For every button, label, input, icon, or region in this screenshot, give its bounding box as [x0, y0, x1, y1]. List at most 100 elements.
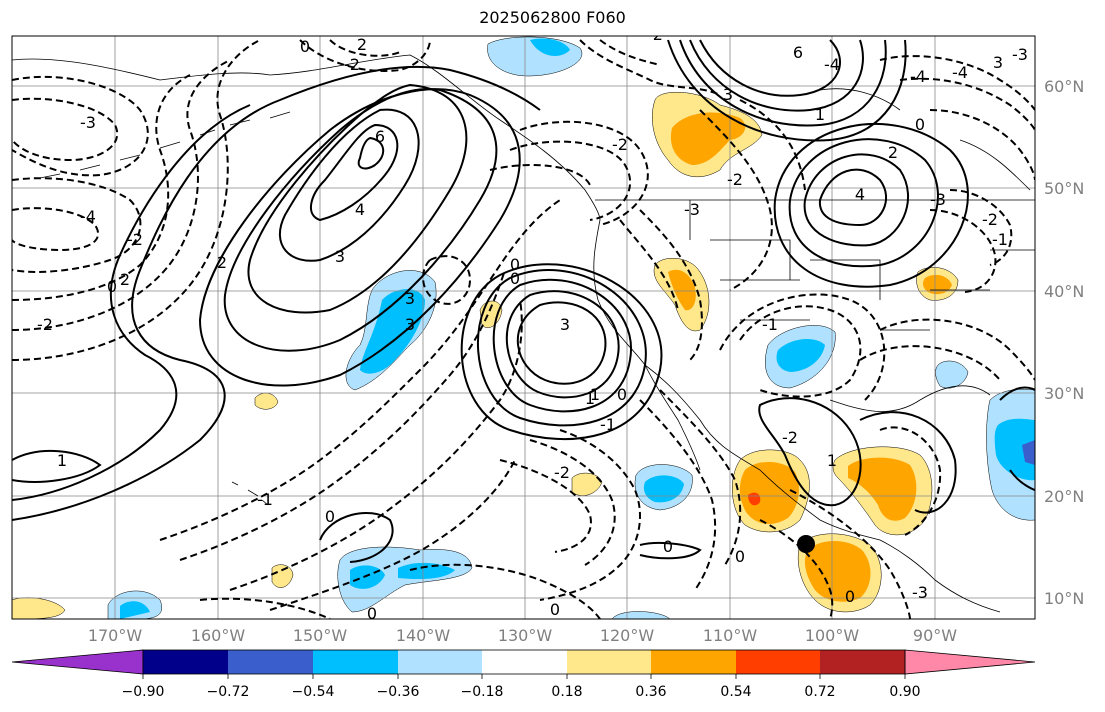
trough-contour	[159, 199, 561, 541]
contour-label: 0	[300, 37, 310, 56]
trough-contour	[509, 140, 631, 221]
trough-contour	[899, 77, 1035, 131]
east-contour	[773, 122, 969, 288]
contour-label: 2	[888, 143, 898, 162]
east-contour	[689, 39, 864, 112]
trough-contour	[12, 177, 142, 273]
contour-label: -4	[910, 67, 926, 86]
trough-contour	[929, 209, 997, 293]
trough-contour	[12, 75, 149, 177]
ridge-contour	[12, 449, 102, 483]
contour-label: 1	[827, 451, 837, 470]
lon-label: 120°W	[599, 626, 655, 645]
contour-label: -3	[684, 200, 700, 219]
trough-contour	[269, 459, 516, 611]
colorbar-segment	[313, 650, 398, 674]
us-states	[689, 200, 1035, 331]
contour-label: 4	[855, 185, 865, 204]
lat-label: 30°N	[1044, 384, 1085, 403]
lat-label: 60°N	[1044, 77, 1085, 96]
east-contour	[818, 168, 887, 227]
lat-label: 50°N	[1044, 179, 1085, 198]
positive-anomaly-region	[923, 274, 952, 295]
ridge-contour	[198, 88, 521, 387]
trough-contour	[329, 39, 401, 57]
contour-label: 1	[815, 105, 825, 124]
trough-contour	[879, 318, 1035, 381]
contour-label: -3	[1012, 45, 1028, 64]
colorbar-segment	[228, 650, 313, 674]
lat-label: 20°N	[1044, 487, 1085, 506]
trough-contour	[489, 164, 591, 186]
east-contour	[667, 39, 907, 142]
positive-anomaly-region	[848, 457, 917, 521]
contour-label: 0	[550, 600, 560, 619]
contour-label: -2	[612, 135, 628, 154]
trough-contour	[179, 269, 506, 561]
lon-label: 130°W	[497, 626, 553, 645]
colorbar-extend-min	[11, 649, 144, 675]
contour-label: -2	[647, 25, 663, 44]
lon-label: 150°W	[292, 626, 348, 645]
trough-contour	[639, 209, 703, 361]
colorbar	[11, 649, 1036, 679]
trough-contour	[12, 59, 231, 331]
lon-label: 100°W	[804, 626, 860, 645]
colorbar-ticks	[142, 674, 906, 679]
low-contour	[505, 290, 620, 399]
positive-anomaly-region	[804, 541, 871, 602]
trough-contour	[699, 109, 773, 291]
trough-contour	[659, 389, 742, 566]
contour-label: -2	[37, 315, 53, 334]
low-contour	[460, 263, 663, 441]
trough-contour	[229, 299, 523, 591]
contour-label: 2	[217, 253, 227, 272]
colorbar-segment	[820, 650, 905, 674]
contour-label: 0	[510, 269, 520, 288]
ridge-contour	[12, 104, 251, 501]
ridge-contour	[310, 123, 399, 222]
trough-contour	[759, 519, 834, 619]
trough-contour	[739, 99, 806, 191]
contour-label: -2	[727, 170, 743, 189]
ridge-contour	[12, 65, 541, 521]
lat-label: 40°N	[1044, 282, 1085, 301]
colorbar-tick-label: 0.54	[720, 684, 752, 700]
contour-label: 6	[375, 127, 385, 146]
colorbar-segment	[398, 650, 482, 674]
contour-label: 3	[560, 315, 570, 334]
negative-anomaly-region	[1022, 440, 1035, 465]
contour-label: 6	[793, 43, 803, 62]
negative-anomaly-region	[994, 418, 1035, 481]
lon-label: 110°W	[702, 626, 758, 645]
contour-label: 0	[107, 277, 117, 296]
colorbar-segment	[651, 650, 736, 674]
colorbar-tick-label: 0.36	[635, 684, 667, 700]
lon-label: 170°W	[87, 626, 143, 645]
contour-label: -2	[782, 428, 798, 447]
gulf-coast	[829, 385, 991, 412]
east-contour	[639, 541, 702, 560]
trough-contour	[12, 39, 261, 361]
colorbar-segment	[567, 650, 651, 674]
colorbar-tick-label: −0.54	[291, 684, 335, 700]
contour-label: 3	[405, 289, 415, 308]
colorbar-tick-label: 0.72	[804, 684, 836, 700]
trough-contour	[12, 97, 119, 162]
positive-anomaly-region	[668, 269, 696, 311]
positive-contours	[12, 39, 1035, 563]
alaska-coast	[12, 54, 601, 221]
trough-contour	[949, 189, 1013, 266]
trough-contour	[199, 597, 331, 619]
positive-anomaly-region	[271, 564, 294, 588]
lon-label: 160°W	[190, 626, 246, 645]
ridge-contour	[223, 88, 498, 352]
colorbar-tick-label: −0.18	[460, 684, 504, 700]
positive-anomaly-region	[571, 472, 603, 496]
ridge-contour	[279, 108, 420, 262]
contour-label: 0	[735, 547, 745, 566]
trough-contour	[499, 459, 592, 553]
contour-label: -1	[600, 415, 616, 434]
location-marker	[797, 535, 815, 553]
east-contour	[803, 153, 910, 247]
